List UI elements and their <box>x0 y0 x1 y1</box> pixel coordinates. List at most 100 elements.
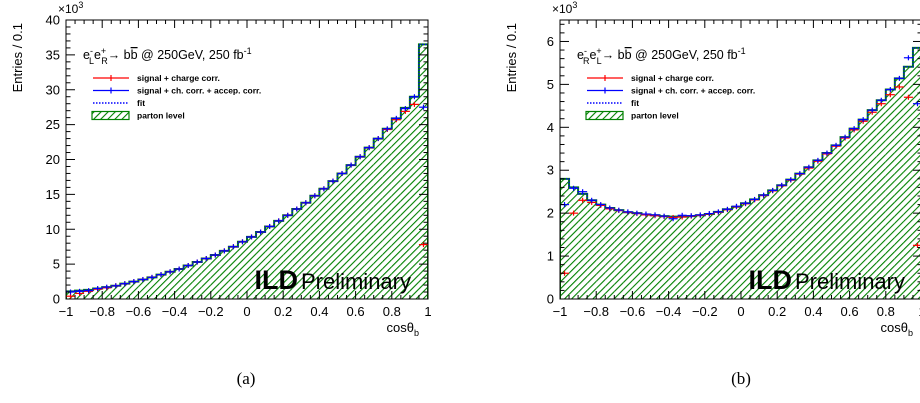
title-post: @ 250GeV, 250 fb <box>632 48 738 62</box>
parton-bar <box>641 214 651 299</box>
x-tick-label: −0.2 <box>692 304 718 319</box>
x-axis-label-sub: b <box>908 328 913 338</box>
title-e1: e <box>577 48 584 62</box>
parton-bar <box>129 281 139 299</box>
y-tick-label: 35 <box>46 47 60 62</box>
title-post: @ 250GeV, 250 fb <box>138 48 244 62</box>
parton-bar <box>894 78 904 299</box>
parton-bar <box>569 187 579 299</box>
parton-bar <box>409 96 419 299</box>
x-tick-label: 0 <box>243 304 250 319</box>
parton-bar <box>713 211 723 299</box>
x-tick-label: 0.8 <box>877 304 895 319</box>
parton-bar <box>274 220 284 299</box>
legend-label: fit <box>137 98 145 108</box>
parton-bar <box>102 287 112 299</box>
panel-caption: (b) <box>731 369 751 388</box>
y-tick-label: 40 <box>46 13 60 28</box>
parton-bar <box>813 160 823 299</box>
parton-bar <box>650 215 660 299</box>
chart-panel-a: −1 −0.8 −0.6 −0.4 −0.2 0 0.2 0.4 0.6 0.8 105101520… <box>10 0 432 338</box>
y-exponent-label: ×103 <box>552 0 577 16</box>
y-exponent-power: 3 <box>572 0 577 10</box>
parton-bar <box>668 216 678 299</box>
parton-bar <box>337 173 347 299</box>
parton-bar <box>659 216 669 299</box>
parton-bar <box>373 138 383 299</box>
parton-bar <box>587 200 597 299</box>
title-e1: e <box>83 48 90 62</box>
x-tick-label: −0.4 <box>162 304 188 319</box>
parton-bar <box>364 147 374 299</box>
title-sub1: R <box>583 56 590 66</box>
parton-bar <box>418 44 428 299</box>
title-bbar: b <box>625 48 632 62</box>
parton-bar <box>903 66 913 299</box>
x-tick-label: −0.8 <box>583 304 609 319</box>
parton-bar <box>301 202 311 299</box>
chart-title: e-Re+ L→ bb @ 250GeV, 250 fb-1 <box>577 46 746 66</box>
parton-bar <box>84 289 94 299</box>
legend-label: signal + charge corr. <box>137 73 220 83</box>
x-tick-label: 0.8 <box>383 304 401 319</box>
parton-bar <box>623 212 633 299</box>
title-sub1: L <box>89 56 94 66</box>
parton-bar <box>912 47 920 299</box>
parton-bar <box>804 167 814 299</box>
parton-bar <box>750 199 760 299</box>
y-tick-label: 20 <box>46 152 60 167</box>
watermark-ild: ILD <box>254 265 298 295</box>
parton-bar <box>228 246 238 299</box>
x-tick-label: −1 <box>59 304 74 319</box>
parton-bar <box>831 145 841 299</box>
parton-bar <box>596 204 606 299</box>
x-tick-label: 0 <box>737 304 744 319</box>
parton-bar <box>147 277 157 299</box>
parton-bar <box>256 232 266 299</box>
title-sub2: L <box>597 56 602 66</box>
parton-bar <box>192 262 202 299</box>
title-arrow: → b <box>108 48 131 62</box>
x-axis-label-sub: b <box>414 328 419 338</box>
x-tick-label: −0.6 <box>126 304 152 319</box>
parton-bar <box>237 241 247 299</box>
y-tick-label: 1 <box>547 249 554 264</box>
x-tick-label: 1 <box>424 304 431 319</box>
parton-bar <box>759 195 769 299</box>
parton-bar <box>283 215 293 299</box>
watermark-ild: ILD <box>748 265 792 295</box>
parton-bar <box>346 165 356 299</box>
x-tick-label: 1 <box>918 304 920 319</box>
y-exponent-label: ×103 <box>58 0 83 16</box>
x-tick-label: 0.6 <box>841 304 859 319</box>
y-axis-label: Entries / 0.1 <box>10 23 25 92</box>
y-tick-label: 6 <box>547 34 554 49</box>
legend-label: parton level <box>631 111 679 121</box>
y-tick-label: 3 <box>547 163 554 178</box>
x-tick-label: 0.2 <box>274 304 292 319</box>
parton-bar <box>632 213 642 299</box>
parton-bar <box>219 250 229 299</box>
y-tick-label: 0 <box>53 292 60 307</box>
parton-bar <box>328 181 338 299</box>
x-tick-label: 0.4 <box>804 304 822 319</box>
y-axis-label: Entries / 0.1 <box>504 23 519 92</box>
y-tick-label: 5 <box>53 257 60 272</box>
legend-swatch-parton <box>91 110 130 121</box>
x-tick-label: −0.8 <box>89 304 115 319</box>
title-sup1: - <box>90 46 93 56</box>
parton-bar <box>858 119 868 299</box>
parton-bar <box>686 216 696 299</box>
y-exponent-power: 3 <box>78 0 83 10</box>
title-sub2: R <box>101 56 108 66</box>
y-tick-label: 30 <box>46 82 60 97</box>
parton-bar <box>677 216 687 299</box>
title-bbar: b <box>131 48 138 62</box>
title-exp: -1 <box>244 46 252 56</box>
x-axis-label: cosθb <box>387 320 419 338</box>
legend-label: parton level <box>137 111 185 121</box>
legend-label: signal + ch. corr. + accep. corr. <box>631 86 755 96</box>
parton-bar <box>292 209 302 299</box>
parton-bar <box>138 279 148 299</box>
